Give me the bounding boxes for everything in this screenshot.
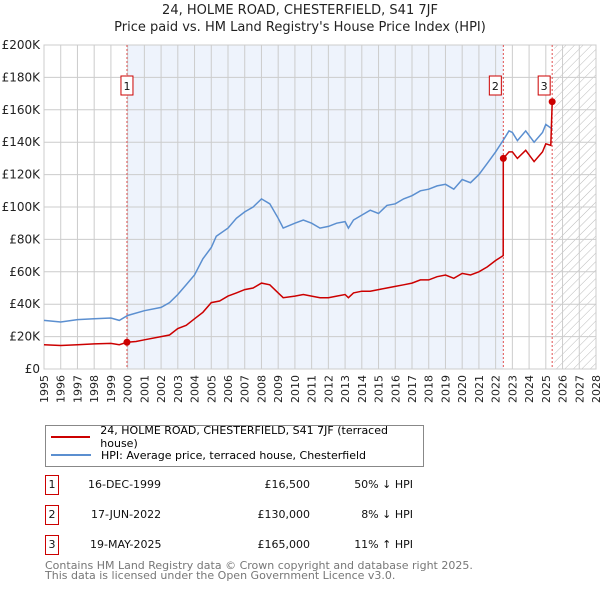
y-tick-label: £20K <box>9 330 41 344</box>
x-tick-label: 2002 <box>155 375 168 403</box>
chart-subtitle: Price paid vs. HM Land Registry's House … <box>114 20 486 35</box>
y-tick-label: £160K <box>2 103 42 117</box>
sale-label-box <box>120 75 134 96</box>
legend-blue-label: HPI: Average price, terraced house, Ches… <box>101 448 367 462</box>
x-tick-label: 2001 <box>138 375 151 403</box>
sale-label: 2 <box>492 80 499 93</box>
x-tick-label: 2000 <box>122 375 135 403</box>
sale-hpi: 8% ↓ HPI <box>361 508 413 521</box>
x-tick-label: 1995 <box>38 375 51 403</box>
legend: 24, HOLME ROAD, CHESTERFIELD, S41 7JF (t… <box>45 424 424 467</box>
x-tick-label: 1999 <box>105 375 118 403</box>
x-tick-label: 2006 <box>222 375 235 403</box>
x-tick-label: 2003 <box>172 375 185 403</box>
sale-row: 1 16-DEC-1999 £16,500 50% ↓ HPI <box>45 475 465 497</box>
y-tick-label: £0 <box>25 362 40 376</box>
x-tick-label: 2016 <box>389 375 402 403</box>
x-tick-label: 2024 <box>523 375 536 403</box>
sale-label-box <box>537 75 551 96</box>
x-tick-label: 2023 <box>506 375 519 403</box>
x-tick-label: 2020 <box>456 375 469 403</box>
y-tick-label: £200K <box>2 38 42 52</box>
legend-red-line <box>51 436 91 438</box>
sale-marker-badge: 2 <box>45 505 59 525</box>
x-tick-label: 2015 <box>373 375 386 403</box>
x-tick-label: 2013 <box>339 375 352 403</box>
footer-licence: This data is licensed under the Open Gov… <box>45 569 396 582</box>
y-tick-label: £60K <box>9 265 41 279</box>
sale-price: £16,500 <box>264 478 311 491</box>
sale-label: 1 <box>123 80 130 93</box>
sale-hpi: 11% ↑ HPI <box>354 538 413 551</box>
x-tick-label: 2007 <box>239 375 252 403</box>
sale-label: 3 <box>541 80 548 93</box>
x-tick-label: 2012 <box>322 375 335 403</box>
sale-date: 16-DEC-1999 <box>88 478 162 491</box>
x-tick-label: 1998 <box>88 375 101 403</box>
x-tick-label: 2017 <box>406 375 419 403</box>
x-tick-label: 2018 <box>423 375 436 403</box>
x-tick-label: 2009 <box>272 375 285 403</box>
chart-title: 24, HOLME ROAD, CHESTERFIELD, S41 7JF <box>162 3 438 18</box>
y-tick-label: £40K <box>9 297 41 311</box>
sale-row: 2 17-JUN-2022 £130,000 8% ↓ HPI <box>45 505 465 527</box>
x-tick-label: 2011 <box>306 375 319 403</box>
price-paid-line <box>43 101 553 347</box>
x-tick-label: 2021 <box>473 375 486 403</box>
sale-point <box>548 98 556 106</box>
hpi-line <box>43 123 553 323</box>
x-tick-label: 2014 <box>356 375 369 403</box>
x-tick-label: 2004 <box>189 375 202 403</box>
sale-price: £165,000 <box>257 538 311 551</box>
x-tick-label: 1996 <box>55 375 68 403</box>
sale-hpi: 50% ↓ HPI <box>354 478 413 491</box>
x-tick-label: 2005 <box>205 375 218 403</box>
sale-date: 19-MAY-2025 <box>90 538 162 551</box>
x-tick-label: 2010 <box>289 375 302 403</box>
x-tick-label: 2022 <box>490 375 503 403</box>
sale-marker-badge: 1 <box>45 475 59 495</box>
x-tick-label: 1997 <box>71 375 84 403</box>
y-tick-label: £120K <box>2 168 42 182</box>
sale-marker-badge: 3 <box>45 535 59 555</box>
y-tick-label: £100K <box>2 200 42 214</box>
sale-row: 3 19-MAY-2025 £165,000 11% ↑ HPI <box>45 535 465 557</box>
x-tick-label: 2025 <box>540 375 553 403</box>
x-tick-label: 2028 <box>590 375 600 403</box>
footer: Contains HM Land Registry data © Crown c… <box>45 559 473 582</box>
y-tick-label: £80K <box>9 232 41 246</box>
sale-date: 17-JUN-2022 <box>91 508 162 521</box>
price-chart: 1995 1996 1997 1998 1999 2000 2001 2002 2003 2004… <box>2 38 600 403</box>
x-tick-label: 2008 <box>255 375 268 403</box>
sale-point <box>499 154 507 162</box>
x-tick-label: 2019 <box>439 375 452 403</box>
x-tick-label: 2026 <box>557 375 570 403</box>
sale-label-box <box>488 75 502 96</box>
legend-blue-line <box>51 454 91 456</box>
plot-border <box>43 44 597 370</box>
y-tick-label: £140K <box>2 135 42 149</box>
sale-price: £130,000 <box>257 508 311 521</box>
footer-copyright: Contains HM Land Registry data © Crown c… <box>45 559 473 572</box>
y-tick-label: £180K <box>2 70 42 84</box>
legend-red-label: 24, HOLME ROAD, CHESTERFIELD, S41 7JF (t… <box>100 424 388 450</box>
sale-point <box>123 338 131 346</box>
x-tick-label: 2027 <box>573 375 586 403</box>
